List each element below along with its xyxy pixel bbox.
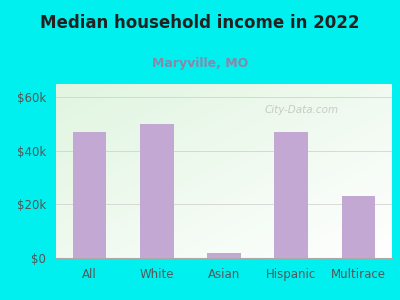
Bar xyxy=(73,132,106,258)
Bar xyxy=(207,253,241,258)
Bar xyxy=(274,132,308,258)
Text: Median household income in 2022: Median household income in 2022 xyxy=(40,14,360,32)
Bar xyxy=(342,196,375,258)
Text: City-Data.com: City-Data.com xyxy=(264,105,338,115)
Bar xyxy=(140,124,174,258)
Text: Maryville, MO: Maryville, MO xyxy=(152,57,248,70)
